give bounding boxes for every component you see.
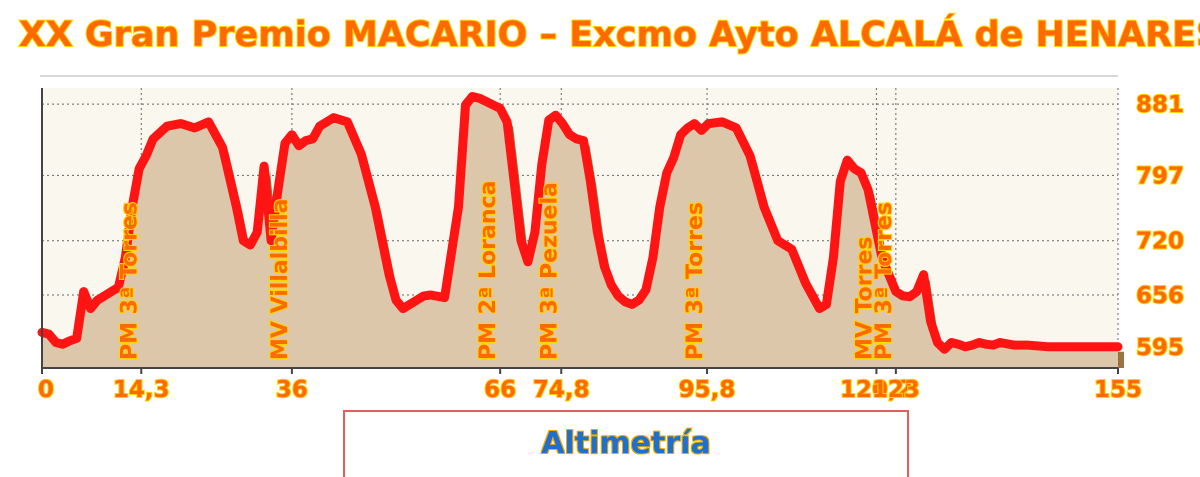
x-tick-label-5: 95,8: [679, 377, 736, 403]
elevation-profile-line: [37, 92, 1123, 354]
annotation-0: PM 3ª Torres: [117, 202, 142, 360]
y-tick-labels: 881 797 720 656 595: [1135, 91, 1185, 362]
x-tick-label-2: 36: [276, 377, 308, 403]
x-tick-label-7: 123: [872, 377, 920, 403]
chart-svg: XX Gran Premio MACARIO – Excmo Ayto ALCA…: [18, 12, 1200, 404]
x-tick-label-3: 66: [484, 377, 516, 403]
legend-box: Altimetría: [343, 410, 909, 477]
y-tick-label-3: 656: [1136, 283, 1184, 309]
chart-title: XX Gran Premio MACARIO – Excmo Ayto ALCA…: [19, 13, 1200, 55]
x-tick-label-4: 74,8: [533, 377, 590, 403]
x-tick-label-8: 155: [1094, 377, 1142, 403]
y-tick-label-1: 797: [1136, 163, 1184, 189]
annotation-1: MV Villalbilla: [268, 199, 293, 360]
x-tick-label-6: 120,2: [840, 377, 913, 403]
x-tick-label-0: 0: [38, 377, 54, 403]
annotation-5: MV Torres: [852, 237, 877, 361]
x-tick-marks: [41, 368, 1119, 374]
annotation-4: PM 3ª Torres: [683, 202, 708, 360]
y-tick-label-2: 720: [1136, 229, 1184, 255]
climb-annotations: PM 3ª Torres MV Villalbilla PM 2ª Loranca P…: [116, 179, 898, 361]
x-tick-label-1: 14,3: [113, 377, 170, 403]
annotation-2: PM 2ª Loranca: [476, 181, 501, 360]
legend-label: Altimetría: [541, 426, 711, 461]
y-tick-label-4: 595: [1136, 335, 1184, 361]
y-tick-label-0: 881: [1136, 92, 1184, 118]
annotation-6: PM 3ª Torres: [872, 202, 897, 360]
annotation-3: PM 3ª Pezuela: [537, 182, 562, 360]
